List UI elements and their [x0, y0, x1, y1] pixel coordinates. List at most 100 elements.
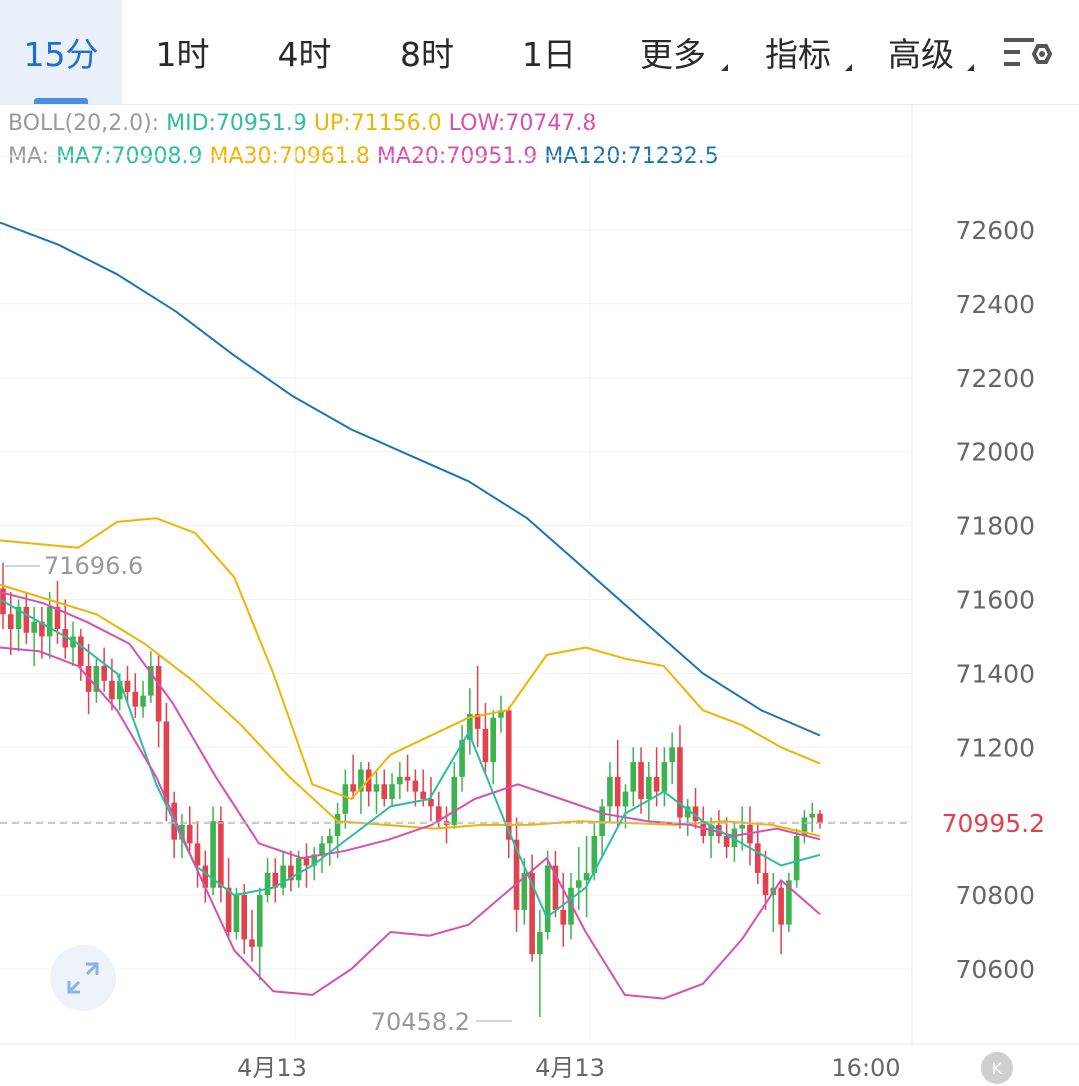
candle-body [786, 880, 792, 925]
tab-2[interactable]: 4时 [243, 0, 366, 104]
candle [692, 787, 699, 829]
candle [537, 909, 543, 1018]
candle-body [505, 710, 512, 840]
candle-body [249, 939, 255, 947]
tab-1[interactable]: 1时 [122, 0, 243, 104]
boll-label: BOLL(20,2.0): [8, 111, 160, 136]
tab-5[interactable]: 更多 [610, 0, 736, 104]
chart-settings-icon[interactable] [1002, 34, 1054, 74]
candle-body [256, 895, 263, 947]
y-tick-label: 72600 [955, 216, 1035, 245]
candle [225, 858, 232, 940]
tab-7[interactable]: 高级 [860, 0, 982, 104]
candle [607, 762, 613, 822]
candle [700, 806, 707, 844]
candle [327, 828, 333, 866]
tab-0[interactable]: 15分 [0, 0, 122, 104]
candle-body [334, 813, 341, 836]
candle-body [622, 791, 629, 807]
candle [731, 821, 738, 862]
candle-body [101, 666, 107, 681]
candle [560, 872, 567, 947]
candle [256, 887, 263, 981]
candle-body [116, 680, 123, 700]
candle [194, 821, 201, 888]
candle-body [109, 680, 115, 700]
candle-body [288, 865, 294, 881]
y-tick-label: 71400 [955, 659, 1035, 688]
candle [770, 872, 777, 933]
boll-info: BOLL(20,2.0): MID:70951.9 UP:71156.0 LOW… [8, 111, 596, 136]
candle [155, 654, 162, 748]
tab-label: 高级 [888, 35, 954, 74]
candle [0, 562, 6, 630]
candle [443, 806, 450, 844]
candle [817, 810, 823, 829]
candle [754, 824, 761, 885]
candle-body [155, 666, 162, 722]
kline-chart[interactable]: 72600 72400 72200 72000 71800 71600 71400 71200… [0, 104, 1079, 1086]
candle [109, 658, 115, 711]
candle-body [218, 821, 224, 888]
candle-body [467, 714, 473, 740]
fullscreen-button[interactable] [50, 945, 116, 1011]
candle [381, 769, 388, 807]
tab-3[interactable]: 8时 [366, 0, 488, 104]
candle-body [54, 606, 61, 630]
candle-body [404, 776, 411, 781]
candle-body [646, 776, 652, 800]
candle [677, 725, 683, 829]
candle [575, 847, 582, 910]
candle [521, 858, 528, 925]
tab-label: 1时 [155, 35, 210, 74]
candle-body [319, 843, 325, 855]
candle-body [233, 895, 240, 933]
y-tick-label: 72200 [955, 364, 1035, 393]
candle [412, 769, 419, 807]
candle [54, 581, 61, 644]
boll-mid: MID:70951.9 [166, 111, 307, 136]
candle [365, 762, 372, 807]
series-line-ma7 [0, 598, 821, 919]
candle-body [607, 776, 613, 807]
tab-label: 指标 [765, 35, 831, 74]
current-price-label: 70995.2 [942, 809, 1045, 838]
candle [661, 747, 668, 807]
candle-body [490, 717, 496, 763]
candle-body [754, 843, 761, 873]
tab-6[interactable]: 指标 [736, 0, 860, 104]
candle-body [614, 776, 621, 807]
low-marker-label: 70458.2 [371, 1008, 470, 1036]
candle-body [132, 691, 139, 707]
candle [148, 651, 154, 703]
kline-toggle-button[interactable]: K [981, 1052, 1013, 1084]
y-tick-label: 71600 [955, 586, 1035, 615]
candle [93, 658, 100, 703]
x-tick-label: 4月13 [237, 1054, 307, 1082]
candle-body [303, 858, 310, 866]
candle-body [591, 835, 598, 873]
tab-label: 更多 [640, 35, 706, 74]
x-tick-label: 4月13 [535, 1054, 605, 1082]
candle [124, 666, 131, 703]
candle [15, 599, 22, 652]
candle [552, 850, 559, 918]
candle [101, 647, 107, 692]
candle [288, 850, 294, 892]
candle [793, 828, 800, 888]
candle [334, 802, 341, 859]
candle-body [124, 680, 131, 692]
candle-body [474, 714, 481, 729]
candle [809, 802, 816, 833]
candle-body [31, 621, 37, 633]
candle-body [817, 813, 823, 824]
candle-body [560, 909, 567, 925]
candle-body [186, 824, 193, 844]
candle-body [762, 872, 769, 896]
candle-body [327, 835, 333, 844]
candle-body [428, 799, 434, 807]
candle [78, 629, 84, 681]
candle-body [739, 824, 745, 829]
candle-body [389, 784, 395, 800]
tab-4[interactable]: 1日 [488, 0, 610, 104]
